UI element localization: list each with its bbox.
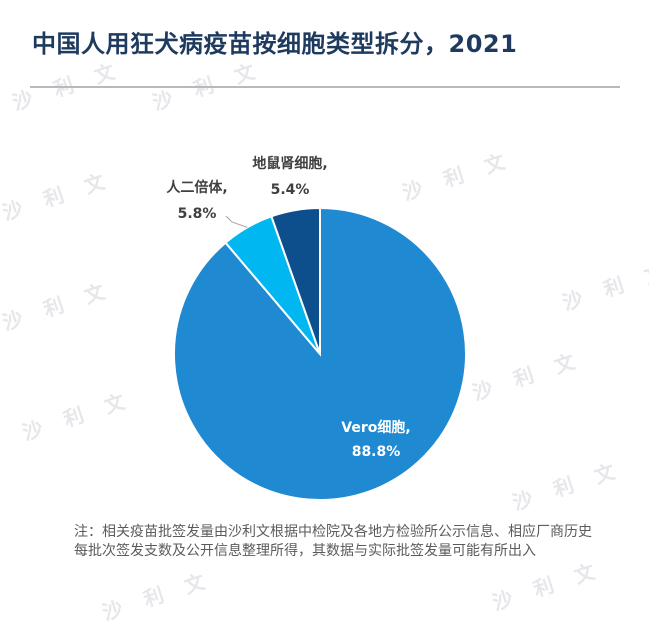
chart-title: 中国人用狂犬病疫苗按细胞类型拆分，2021 — [32, 30, 518, 58]
slice-value-human-diploid: 5.8% — [178, 206, 217, 222]
pie-slices — [173, 206, 467, 501]
title-divider — [30, 86, 620, 88]
slice-label-vero: Vero细胞, — [341, 419, 410, 436]
pie-slice-hamster-kidney — [270, 206, 321, 355]
footnote: 注：相关疫苗批签发量由沙利文根据中检院及各地方检验所公示信息、相应厂商历史每批次… — [74, 524, 592, 559]
slice-label-human-diploid: 人二倍体, — [166, 179, 227, 196]
leader-line-human-diploid — [225, 215, 248, 228]
leader-lines — [225, 215, 248, 228]
slice-label-hamster-kidney: 地鼠肾细胞, — [252, 155, 327, 172]
slice-labels: Vero细胞, 88.8% 人二倍体, 5.8% 地鼠肾细胞, 5.4% — [166, 155, 410, 460]
slice-value-hamster-kidney: 5.4% — [271, 182, 310, 198]
slice-value-vero: 88.8% — [352, 444, 401, 460]
